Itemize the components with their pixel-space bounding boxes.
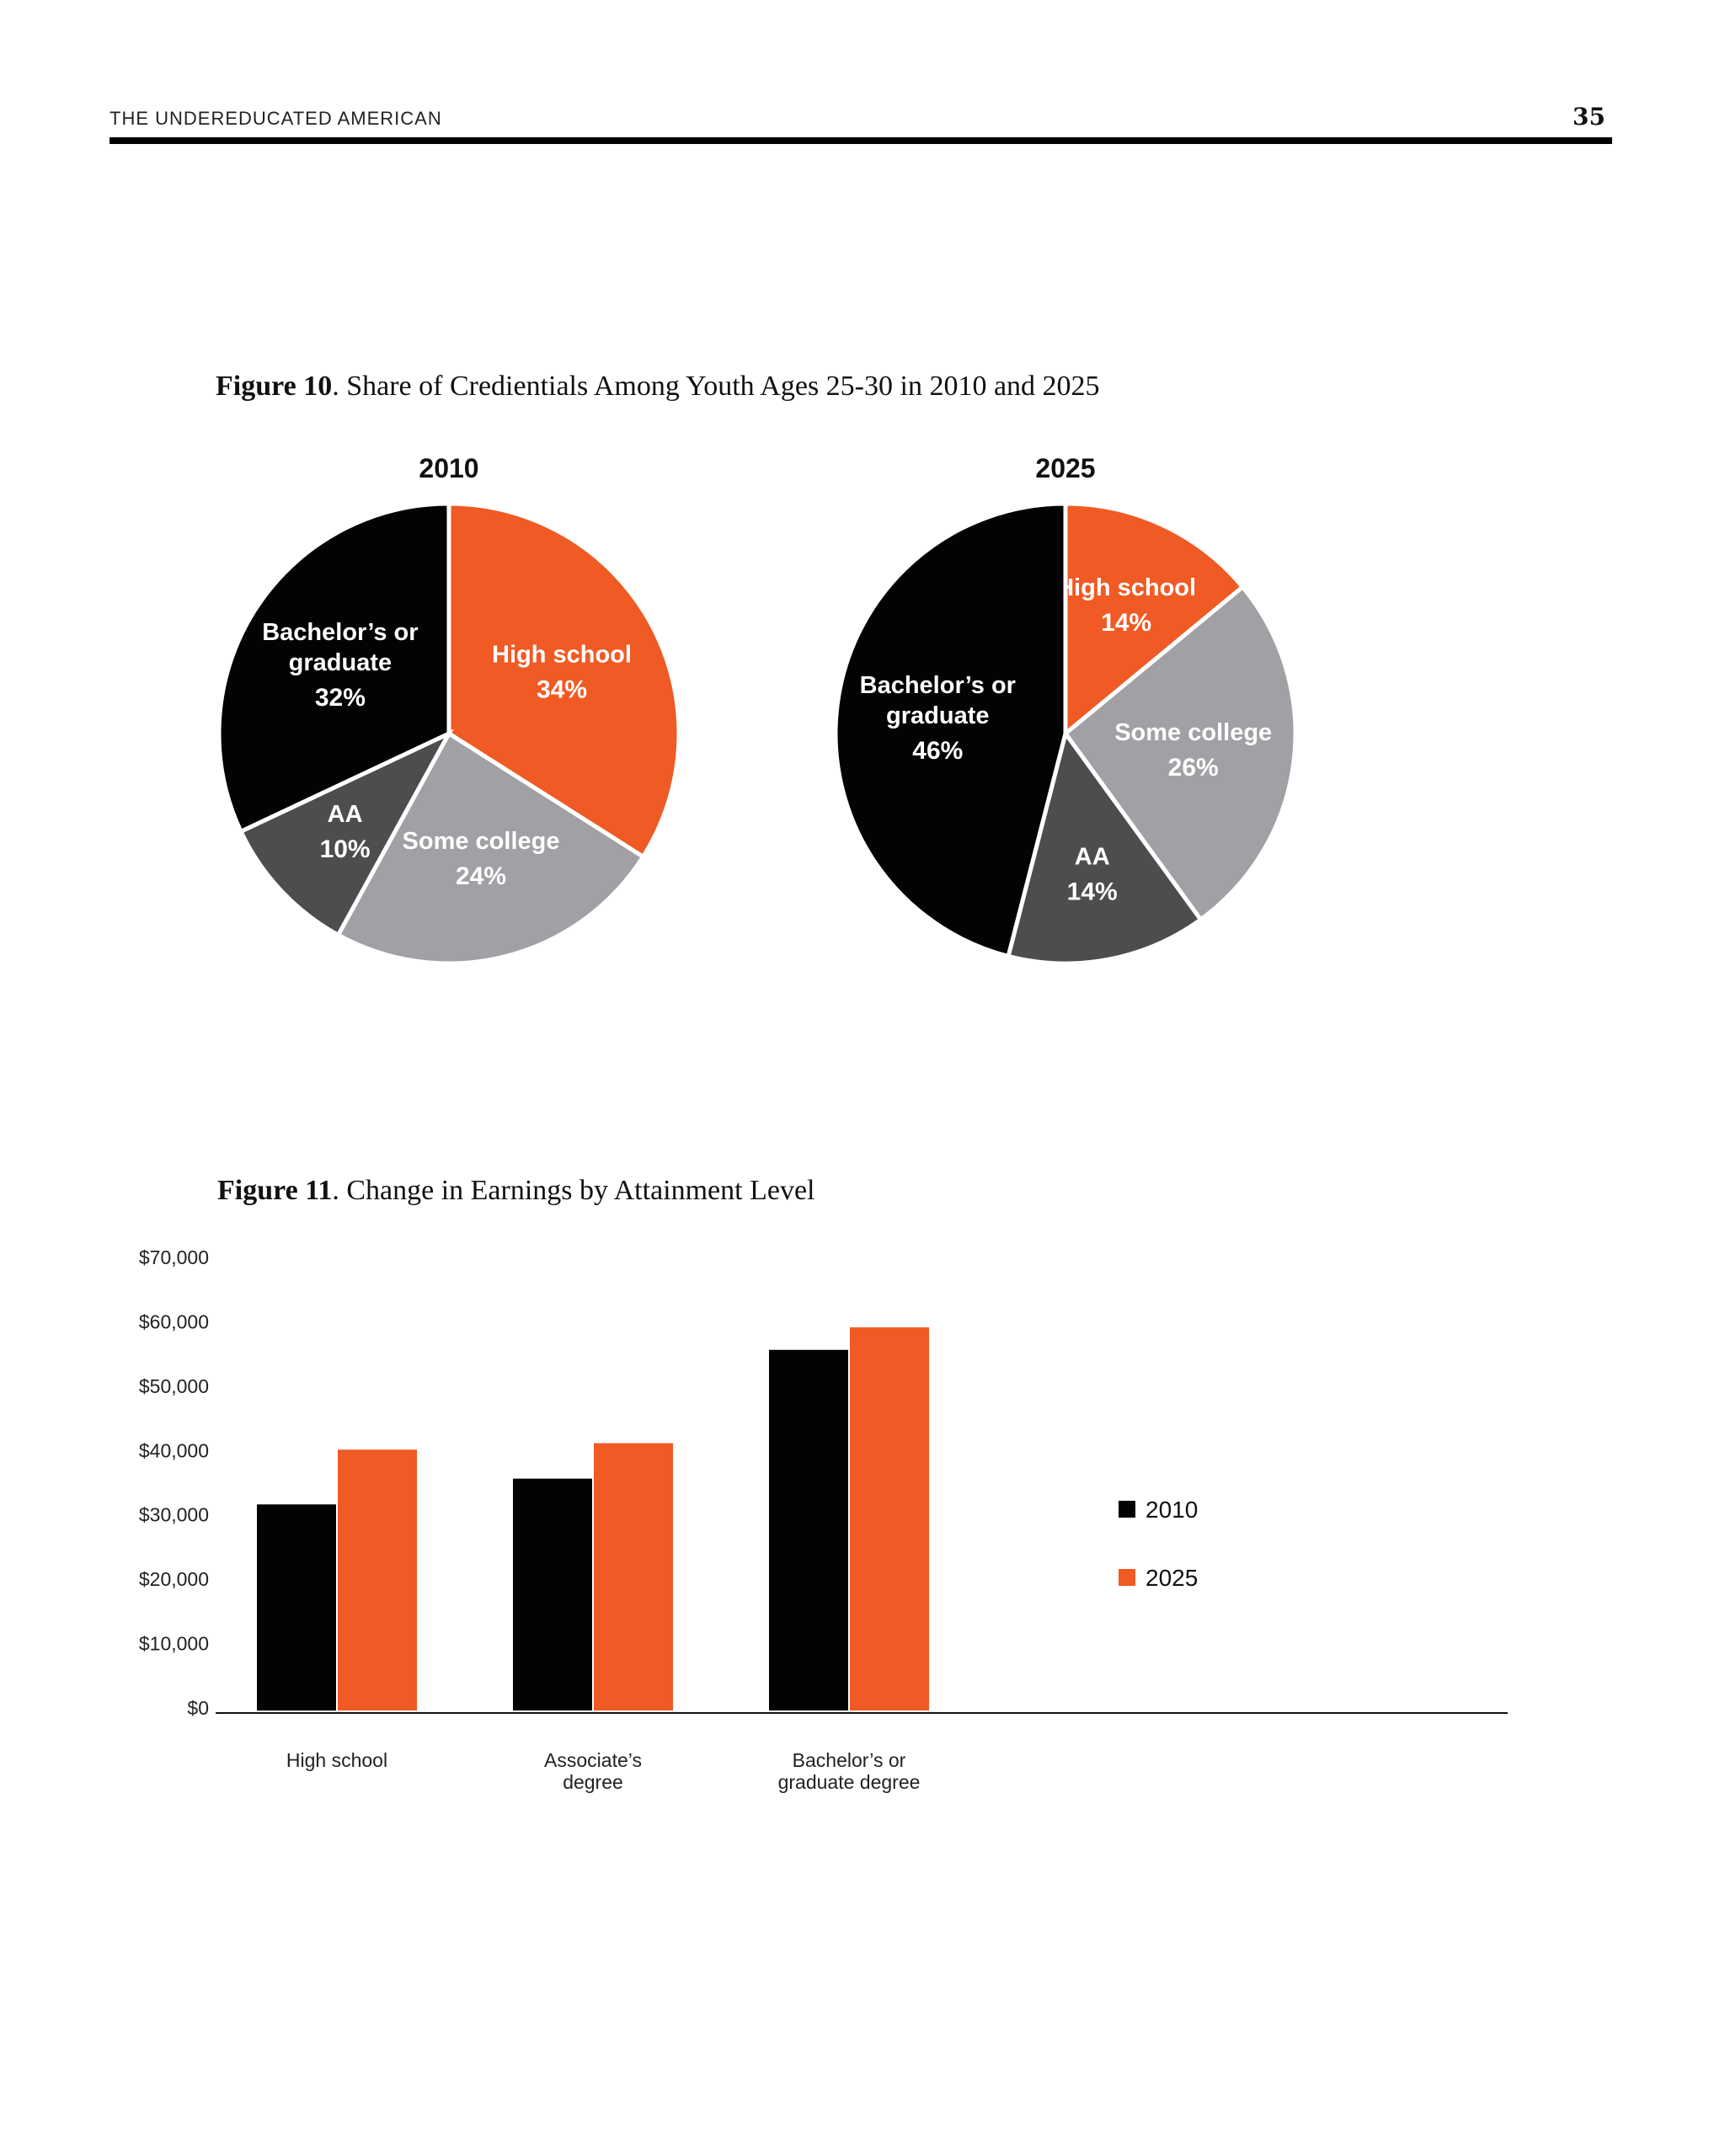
y-tick-label: $30,000 xyxy=(139,1504,209,1526)
x-category-label-high-school: High school xyxy=(286,1749,387,1771)
pie-value-some-college: 26% xyxy=(1168,754,1219,782)
pie-slice-high-school xyxy=(1063,501,1246,739)
pie-label-high-school: High school xyxy=(492,641,632,668)
pie-label-high-school: High school xyxy=(1056,574,1196,601)
pie-value-aa: 14% xyxy=(1067,878,1118,905)
pie-value-bachelor-s-or-graduate: 46% xyxy=(912,737,963,765)
bar-bachelor-s-or-graduate-degree-2025 xyxy=(850,1327,929,1710)
legend-swatch-2025 xyxy=(1119,1569,1135,1586)
pie-label-some-college: Some college xyxy=(1114,719,1272,746)
x-category-label-bachelor-s-or-graduate-degree: Bachelor’s or graduate degree xyxy=(778,1749,921,1793)
pie-value-high-school: 14% xyxy=(1101,609,1151,637)
y-tick-label: $60,000 xyxy=(139,1310,209,1332)
pie-slice-aa xyxy=(1006,728,1204,966)
x-category-label-associate-s-degree: Associate’s degree xyxy=(544,1749,642,1793)
pie-title-2010: 2010 xyxy=(419,453,478,483)
pie-slice-some-college xyxy=(1062,584,1298,923)
y-tick-label: $20,000 xyxy=(139,1568,209,1590)
y-tick-label: $10,000 xyxy=(139,1633,209,1655)
pie-title-2025: 2025 xyxy=(1035,453,1095,483)
y-tick-label: $50,000 xyxy=(139,1375,209,1397)
figure10-label: Figure 10 xyxy=(216,371,333,402)
bar-associate-s-degree-2025 xyxy=(594,1443,673,1710)
pie-value-some-college: 24% xyxy=(456,862,506,890)
figure11-label: Figure 11 xyxy=(217,1175,333,1206)
pie-charts: 2010 High school 34% Some college 24% AA 10% Ba… xyxy=(216,453,1298,966)
bar-associate-s-degree-2010 xyxy=(513,1478,592,1710)
pie-slice-aa xyxy=(238,728,454,938)
figure11-caption: Figure 11. Change in Earnings by Attainm… xyxy=(217,1175,814,1207)
pie-slice-some-college xyxy=(335,730,646,966)
page-number: 35 xyxy=(1573,103,1605,131)
legend-swatch-2010 xyxy=(1119,1501,1135,1518)
bar-high-school-2025 xyxy=(338,1449,417,1710)
pie-label-bachelor-s-or-graduate: Bachelor’s or graduate xyxy=(860,672,1016,729)
pie-value-bachelor-s-or-graduate: 32% xyxy=(315,684,366,712)
bar-high-school-2010 xyxy=(257,1504,336,1711)
running-title: THE UNDEREDUCATED AMERICAN xyxy=(109,108,442,129)
legend-label-2025: 2025 xyxy=(1146,1565,1198,1591)
figure10-title: . Share of Credientials Among Youth Ages… xyxy=(332,371,1100,402)
pie-label-aa: AA xyxy=(328,801,363,828)
pie-label-bachelor-s-or-graduate: Bachelor’s or graduate xyxy=(262,619,418,676)
figure11-title: . Change in Earnings by Attainment Level xyxy=(332,1175,815,1206)
bar-chart: $0 $10,000 $20,000 $30,000 $40,000 $50,000 $60… xyxy=(139,1246,1508,1793)
pie-slice-bachelor-s-or-graduate xyxy=(216,501,451,835)
pie-label-aa: AA xyxy=(1075,843,1110,870)
y-tick-label: $40,000 xyxy=(139,1439,209,1461)
y-tick-label: $0 xyxy=(187,1697,209,1719)
pie-value-aa: 10% xyxy=(320,835,371,863)
y-tick-label: $70,000 xyxy=(139,1246,209,1268)
pie-value-high-school: 34% xyxy=(537,675,587,703)
legend-label-2010: 2010 xyxy=(1146,1497,1198,1523)
pie-label-some-college: Some college xyxy=(403,828,560,855)
page-header: THE UNDEREDUCATED AMERICAN 35 xyxy=(109,103,1612,141)
header-rule xyxy=(109,137,1612,144)
figure10-caption: Figure 10. Share of Credientials Among Y… xyxy=(216,371,1100,403)
pie-slice-bachelor-s-or-graduate xyxy=(833,501,1068,959)
bar-bachelor-s-or-graduate-degree-2010 xyxy=(769,1349,848,1710)
